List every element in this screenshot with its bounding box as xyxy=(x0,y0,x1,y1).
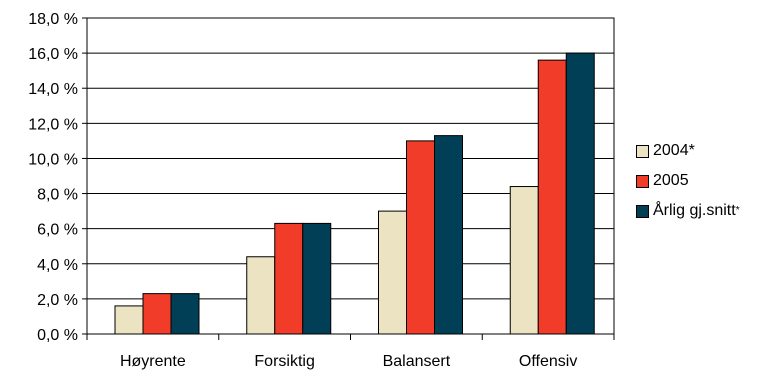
plot-area-frame xyxy=(86,17,615,335)
bar-balansert-0 xyxy=(378,210,407,335)
y-tick-label: 8,0 % xyxy=(37,187,78,204)
bars xyxy=(114,52,595,335)
legend-swatch-2005 xyxy=(636,174,649,188)
legend-swatch-annual-average xyxy=(636,204,649,218)
x-tick-label: Offensiv xyxy=(519,353,577,370)
bar-forsiktig-1 xyxy=(274,222,304,335)
bar-høyrente-0 xyxy=(114,305,144,335)
y-tick-label: 4,0 % xyxy=(37,257,78,274)
x-tick-label: Balansert xyxy=(383,353,451,370)
y-tick-label: 12,0 % xyxy=(28,116,78,133)
legend-label-annual-average: Årlig gj.snitt xyxy=(653,202,736,219)
y-tick-label: 18,0 % xyxy=(28,11,78,28)
bar-høyrente-1 xyxy=(142,293,172,335)
y-tick-label: 14,0 % xyxy=(28,81,78,98)
legend-item-annual-average: Årlig gj.snitt * xyxy=(636,196,740,226)
bar-forsiktig-0 xyxy=(246,256,276,335)
y-tick-label: 2,0 % xyxy=(37,292,78,309)
y-tick-label: 0,0 % xyxy=(37,327,78,344)
bar-høyrente-2 xyxy=(170,293,200,335)
legend: 2004* 2005 Årlig gj.snitt * xyxy=(636,136,740,226)
y-axis-ticks: 0,0 % 2,0 % 4,0 % 6,0 % 8,0 % 10,0 % 12,0 % 14,… xyxy=(28,11,87,344)
legend-swatch-2004 xyxy=(636,144,649,158)
bar-forsiktig-2 xyxy=(302,222,332,335)
y-tick-label: 10,0 % xyxy=(28,151,78,168)
y-tick-label: 6,0 % xyxy=(37,222,78,239)
x-tick-label: Høyrente xyxy=(120,353,186,370)
bar-balansert-2 xyxy=(434,135,463,335)
y-tick-label: 16,0 % xyxy=(28,46,78,63)
legend-label-2005: 2005 xyxy=(653,172,689,189)
bar-offensiv-0 xyxy=(509,186,539,335)
legend-item-2005: 2005 xyxy=(636,166,740,196)
legend-label-2004: 2004* xyxy=(653,142,695,159)
bar-offensiv-1 xyxy=(537,59,567,335)
legend-item-2004: 2004* xyxy=(636,136,740,166)
bar-offensiv-2 xyxy=(565,52,595,335)
bar-balansert-1 xyxy=(406,140,435,335)
x-axis-labels: Høyrente Forsiktig Balansert Offensiv xyxy=(86,334,615,370)
x-tick-label: Forsiktig xyxy=(254,353,314,370)
